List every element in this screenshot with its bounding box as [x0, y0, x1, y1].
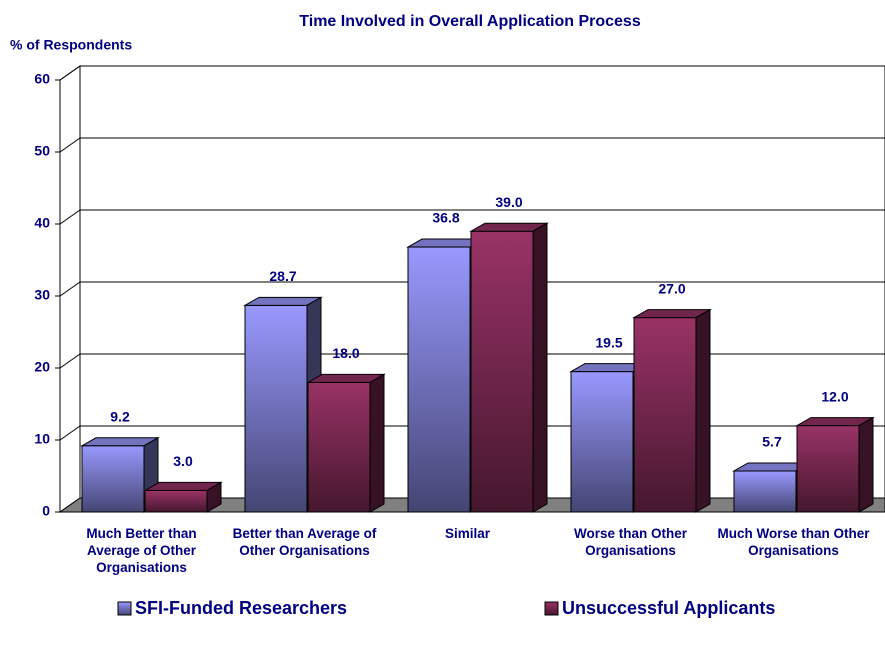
bar-side	[695, 308, 711, 513]
value-label: 39.0	[495, 194, 522, 210]
legend-swatch	[544, 601, 559, 616]
bar-front	[407, 246, 471, 513]
x-tick-label: Worse than Other Organisations	[573, 526, 688, 558]
grid-line	[59, 425, 81, 441]
bar-front	[796, 425, 860, 513]
value-label: 12.0	[821, 388, 848, 404]
grid-line	[59, 353, 81, 369]
legend-label: Unsuccessful Applicants	[562, 598, 775, 618]
x-tick-label: Much Better than Average of Other Organi…	[86, 526, 197, 575]
bar-front	[244, 304, 308, 513]
y-axis-label: % of Respondents	[10, 37, 132, 53]
y-tick-label: 40	[34, 215, 50, 231]
x-tick-label: Much Worse than Other Organisations	[717, 526, 870, 558]
bar-front	[570, 371, 634, 513]
value-label: 28.7	[269, 268, 296, 284]
bar-side	[206, 481, 222, 513]
grid-line	[59, 209, 81, 225]
value-label: 18.0	[332, 345, 359, 361]
bar-side	[369, 373, 385, 513]
bar	[632, 308, 712, 513]
x-tick-label: Similar	[444, 526, 491, 541]
bar	[243, 296, 323, 513]
bar-side	[532, 222, 548, 513]
chart-title: Time Involved in Overall Application Pro…	[299, 13, 641, 30]
y-tick-label: 0	[42, 503, 50, 519]
legend-swatch	[117, 601, 132, 616]
y-tick-label: 50	[34, 143, 50, 159]
value-label: 5.7	[762, 434, 782, 450]
bar-front	[144, 489, 208, 513]
value-label: 36.8	[432, 210, 459, 226]
value-label: 3.0	[173, 453, 193, 469]
bar-side	[858, 416, 874, 513]
bar-front	[633, 317, 697, 513]
value-label: 19.5	[595, 334, 622, 350]
legend-label: SFI-Funded Researchers	[135, 598, 347, 618]
x-tick-label: Better than Average of Other Organisatio…	[232, 526, 377, 558]
y-tick-label: 10	[34, 431, 50, 447]
grid-line	[59, 65, 81, 81]
grid-line	[59, 281, 81, 297]
bar-front	[470, 230, 534, 513]
y-tick-label: 60	[34, 71, 50, 87]
y-tick-label: 20	[34, 359, 50, 375]
bar-front	[81, 445, 145, 513]
bar-front	[307, 381, 371, 513]
bar	[795, 416, 875, 513]
bar-front	[733, 470, 797, 513]
bar	[469, 222, 549, 513]
bar	[306, 373, 386, 513]
bar	[143, 481, 223, 513]
y-tick-label: 30	[34, 287, 50, 303]
value-label: 27.0	[658, 280, 685, 296]
value-label: 9.2	[110, 408, 130, 424]
grid-line	[59, 137, 81, 153]
